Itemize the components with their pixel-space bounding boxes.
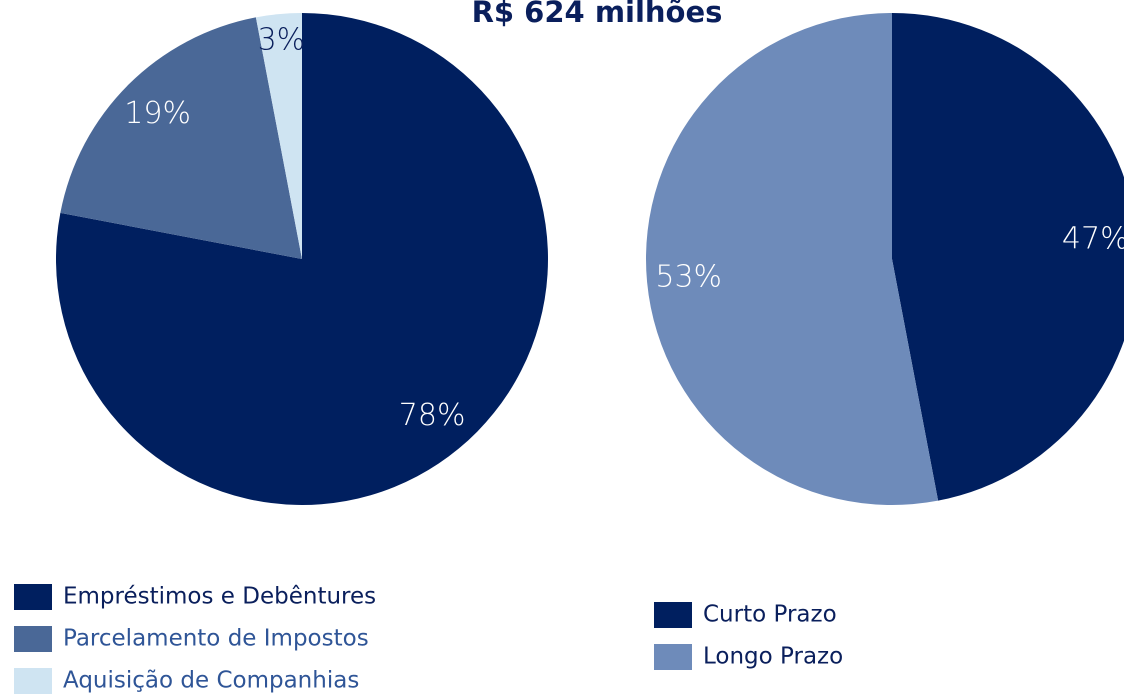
pie-slice	[892, 13, 1124, 501]
legend-swatch	[14, 626, 52, 652]
slice-label: 53%	[655, 260, 722, 295]
pie-slice	[645, 13, 939, 505]
legend-swatch	[654, 602, 692, 628]
pie-slice	[60, 17, 303, 260]
legend-label: Parcelamento de Impostos	[63, 626, 369, 652]
slice-label: 78%	[399, 398, 466, 433]
slice-label: 19%	[124, 96, 191, 131]
legend-label: Curto Prazo	[703, 602, 837, 628]
legend-label: Aquisição de Companhias	[63, 668, 359, 694]
legend-swatch	[654, 644, 692, 670]
legend-label: Longo Prazo	[703, 644, 843, 670]
legend-swatch	[14, 668, 52, 694]
slice-label: 47%	[1062, 221, 1124, 256]
legend-label: Empréstimos e Debêntures	[63, 584, 376, 610]
pie-slice	[55, 13, 548, 505]
chart-title: R$ 624 milhões	[472, 0, 723, 29]
legend-swatch	[14, 584, 52, 610]
slice-label: 3%	[258, 23, 306, 58]
pie-slice	[255, 13, 302, 259]
